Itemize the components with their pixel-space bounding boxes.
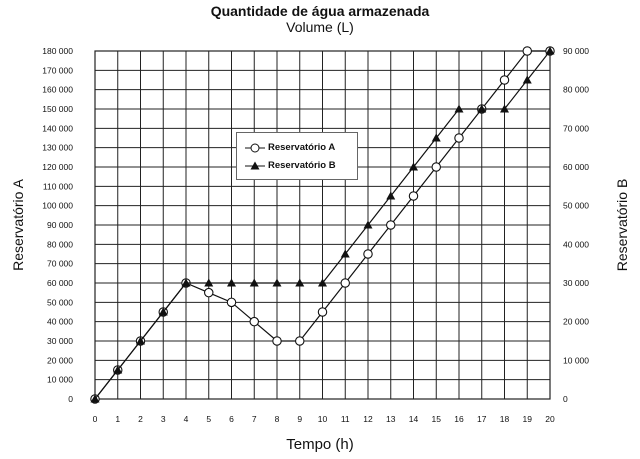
y-tick-label-left: 170 000: [42, 65, 73, 75]
data-point-b: [386, 191, 396, 200]
y-tick-label-left: 80 000: [47, 239, 73, 249]
x-tick-label: 0: [93, 414, 98, 424]
data-point-a: [249, 316, 260, 327]
x-tick-label: 9: [297, 414, 302, 424]
y-tick-label-left: 50 000: [47, 297, 73, 307]
data-point-a: [522, 46, 532, 56]
y-tick-label-left: 100 000: [42, 201, 73, 211]
y-tick-label-left: 140 000: [42, 123, 73, 133]
y-tick-label-left: 160 000: [42, 85, 73, 95]
y-tick-label-left: 0: [68, 394, 73, 404]
x-axis-label: Tempo (h): [286, 436, 354, 453]
data-point-b: [545, 46, 555, 55]
data-point-a: [204, 287, 214, 298]
y-tick-label-left: 150 000: [42, 104, 73, 114]
y-tick-label-left: 110 000: [43, 181, 73, 191]
y-tick-label-right: 90 000: [563, 46, 589, 56]
legend-item-reservatorio-a: Reservatório A: [237, 141, 357, 155]
y-tick-label-left: 20 000: [47, 355, 73, 365]
x-tick-label: 3: [161, 414, 166, 424]
y-tick-label-right: 50 000: [563, 201, 589, 211]
x-tick-label: 16: [454, 414, 464, 424]
y-tick-label-left: 120 000: [42, 162, 73, 172]
data-point-b: [522, 75, 532, 84]
y-tick-label-right: 70 000: [563, 123, 589, 133]
x-tick-label: 1: [115, 414, 120, 424]
data-point-b: [227, 278, 236, 287]
data-point-b: [318, 278, 327, 287]
data-point-b: [295, 278, 305, 287]
data-point-b: [90, 394, 100, 403]
x-tick-label: 5: [206, 414, 211, 424]
filled-triangle-marker-icon: [245, 161, 265, 170]
data-point-a: [408, 191, 419, 201]
y-axis-left-label: Reservatório A: [10, 179, 26, 271]
data-point-a: [340, 278, 350, 288]
data-point-b: [477, 104, 487, 113]
y-tick-label-right: 30 000: [563, 278, 589, 288]
x-tick-label: 19: [523, 414, 533, 424]
x-tick-label: 14: [409, 414, 419, 424]
x-tick-label: 6: [229, 414, 234, 424]
x-tick-label: 7: [252, 414, 257, 424]
data-point-b: [204, 278, 214, 287]
x-tick-label: 20: [545, 414, 555, 424]
legend-label-a: Reservatório A: [268, 142, 336, 153]
data-point-a: [317, 307, 328, 317]
data-point-b: [136, 336, 145, 345]
data-point-a: [385, 220, 396, 230]
data-point-b: [272, 278, 282, 287]
x-tick-label: 11: [341, 414, 350, 424]
data-point-b: [409, 162, 418, 171]
data-point-b: [158, 307, 168, 316]
data-point-b: [249, 278, 259, 287]
y-tick-label-right: 40 000: [563, 239, 589, 249]
data-point-b: [181, 278, 191, 287]
plot-frame: [94, 50, 551, 400]
y-tick-label-left: 10 000: [47, 375, 73, 385]
data-point-a: [294, 336, 305, 346]
y-tick-label-right: 0: [563, 394, 568, 404]
chart-title: Quantidade de água armazenada: [210, 3, 430, 19]
y-tick-label-left: 60 000: [47, 278, 73, 288]
y-tick-label-right: 10 000: [563, 355, 589, 365]
x-tick-label: 8: [275, 414, 280, 424]
y-tick-label-right: 80 000: [563, 85, 589, 95]
y-tick-label-left: 70 000: [47, 259, 73, 269]
y-tick-label-right: 60 000: [563, 162, 589, 172]
y-tick-label-left: 130 000: [42, 143, 73, 153]
data-point-a: [431, 162, 441, 172]
y-tick-label-left: 40 000: [47, 317, 73, 327]
data-point-b: [454, 104, 464, 113]
y-tick-label-left: 30 000: [47, 336, 73, 346]
y-tick-label-left: 180 000: [42, 46, 73, 56]
x-tick-label: 4: [184, 414, 189, 424]
x-tick-label: 12: [363, 414, 373, 424]
open-circle-marker-icon: [245, 143, 265, 153]
data-point-a: [272, 336, 282, 346]
x-tick-label: 2: [138, 414, 143, 424]
data-point-b: [113, 365, 123, 374]
y-axis-right-label: Reservatório B: [614, 178, 630, 272]
chart-subtitle: Volume (L): [286, 19, 354, 35]
data-point-a: [226, 297, 237, 308]
x-tick-label: 17: [477, 414, 487, 424]
data-point-b: [500, 104, 509, 113]
data-point-a: [363, 249, 373, 259]
x-tick-label: 13: [386, 414, 396, 424]
y-tick-label-right: 20 000: [563, 317, 589, 327]
data-point-b: [431, 133, 441, 142]
data-point-a: [454, 133, 464, 143]
legend-item-reservatorio-b: Reservatório B: [237, 159, 357, 173]
legend: Reservatório A Reservatório B: [236, 132, 358, 180]
y-tick-label-left: 90 000: [47, 220, 73, 230]
x-tick-label: 15: [432, 414, 442, 424]
data-point-b: [363, 220, 373, 229]
data-point-b: [340, 249, 350, 258]
x-tick-label: 10: [318, 414, 328, 424]
x-tick-label: 18: [500, 414, 510, 424]
legend-label-b: Reservatório B: [268, 160, 336, 171]
data-point-a: [499, 75, 510, 85]
